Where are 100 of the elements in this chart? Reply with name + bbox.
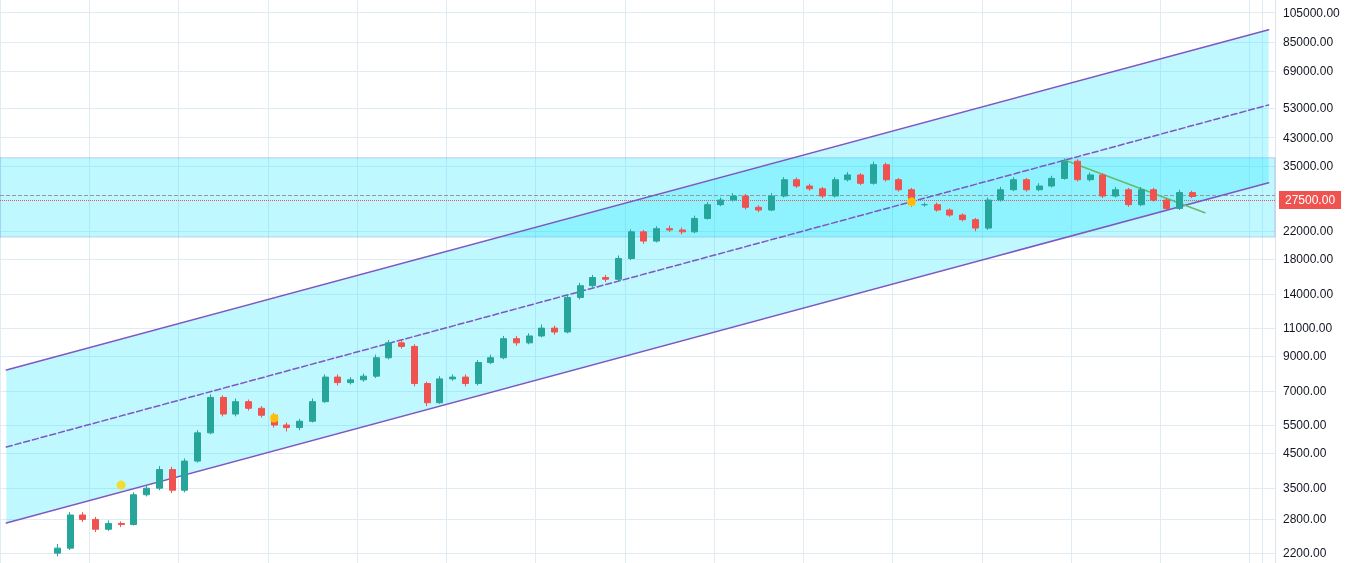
candlestick — [564, 293, 571, 334]
candlestick — [207, 393, 214, 435]
candlestick — [577, 282, 584, 300]
candlestick — [118, 520, 125, 528]
candlestick — [92, 516, 99, 533]
candlestick — [194, 429, 201, 464]
candlestick — [895, 177, 902, 193]
y-tick-label: 85000.00 — [1283, 35, 1334, 50]
candlestick — [768, 192, 775, 212]
candlestick — [130, 491, 137, 527]
candlestick — [1112, 186, 1119, 198]
y-tick-label: 4500.00 — [1283, 446, 1327, 461]
y-tick-label: 69000.00 — [1283, 64, 1334, 79]
candlestick — [819, 186, 826, 199]
candlestick — [615, 254, 622, 282]
candlestick — [1048, 175, 1055, 188]
candlestick — [398, 339, 405, 350]
candlestick — [959, 212, 966, 222]
candlestick — [385, 339, 392, 360]
candlestick — [449, 373, 456, 382]
candlestick — [653, 225, 660, 243]
candlestick — [232, 397, 239, 417]
candlestick — [347, 376, 354, 385]
point — [116, 480, 126, 490]
y-tick-label: 22000.00 — [1283, 224, 1334, 239]
candlestick — [513, 335, 520, 347]
y-tick-label: 35000.00 — [1283, 159, 1334, 174]
candlestick — [296, 418, 303, 431]
candlestick — [666, 225, 673, 233]
candlestick — [1099, 172, 1106, 199]
candlestick — [156, 465, 163, 491]
candlestick — [640, 229, 647, 245]
candlestick — [730, 192, 737, 203]
candlestick — [309, 397, 316, 424]
candlestick — [883, 162, 890, 182]
y-tick-label: 11000.00 — [1283, 321, 1333, 336]
y-tick-label: 14000.00 — [1283, 287, 1334, 302]
candlestick — [245, 399, 252, 412]
candlestick — [628, 228, 635, 261]
y-tick-label: 7000.00 — [1283, 384, 1327, 399]
point — [269, 413, 279, 423]
candlestick — [691, 215, 698, 234]
candlestick — [832, 176, 839, 198]
candlestick — [1036, 182, 1043, 192]
y-tick-label: 9000.00 — [1283, 349, 1327, 364]
candlestick — [870, 161, 877, 186]
candlestick — [551, 325, 558, 336]
candlestick — [436, 375, 443, 405]
y-tick-label: 5500.00 — [1283, 418, 1327, 433]
candlestick — [373, 354, 380, 379]
candlestick — [857, 172, 864, 186]
ref-line-label: 27500.00 — [1285, 193, 1336, 208]
candlestick — [717, 197, 724, 207]
candlestick — [334, 373, 341, 386]
y-tick-label: 18000.00 — [1283, 252, 1334, 267]
y-tick-label: 2800.00 — [1283, 512, 1327, 527]
y-tick-label: 53000.00 — [1283, 101, 1334, 116]
candlestick — [985, 197, 992, 231]
candlestick — [1061, 158, 1068, 181]
candlestick — [322, 373, 329, 404]
candlestick — [781, 176, 788, 198]
candlestick — [411, 343, 418, 387]
candlestick — [1189, 190, 1196, 199]
candlestick — [602, 274, 609, 283]
candlestick — [462, 373, 469, 387]
candlestick — [1138, 186, 1145, 207]
candlestick — [105, 519, 112, 532]
candlestick — [79, 511, 86, 523]
candlestick — [755, 204, 762, 213]
candlestick — [220, 394, 227, 417]
candlestick — [169, 466, 176, 494]
candlestick — [1074, 158, 1081, 182]
candlestick — [181, 457, 188, 493]
candlestick — [143, 484, 150, 497]
y-tick-label: 3500.00 — [1283, 481, 1327, 496]
candlestick — [793, 177, 800, 189]
candlestick — [1010, 176, 1017, 192]
candlestick — [1087, 171, 1094, 182]
y-tick-label: 105000.00 — [1283, 5, 1341, 20]
candlestick — [283, 422, 290, 433]
candlestick — [500, 335, 507, 360]
candlestick — [806, 183, 813, 192]
candlestick — [679, 226, 686, 235]
candlestick — [360, 373, 367, 383]
candlestick — [54, 543, 61, 557]
candlestick — [258, 405, 265, 419]
y-tick-label: 43000.00 — [1283, 130, 1334, 145]
candlestick — [1023, 177, 1030, 193]
candlestick — [934, 202, 941, 213]
candlestick — [704, 201, 711, 221]
y-tick-label: 2200.00 — [1283, 546, 1327, 561]
candlestick — [946, 207, 953, 218]
candlestick — [424, 381, 431, 407]
candlestick — [67, 511, 74, 551]
candlestick — [538, 323, 545, 338]
candlestick — [475, 359, 482, 386]
candlestick — [844, 171, 851, 182]
candlestick — [1176, 189, 1183, 211]
candlestick — [526, 332, 533, 345]
candlestick — [487, 354, 494, 365]
